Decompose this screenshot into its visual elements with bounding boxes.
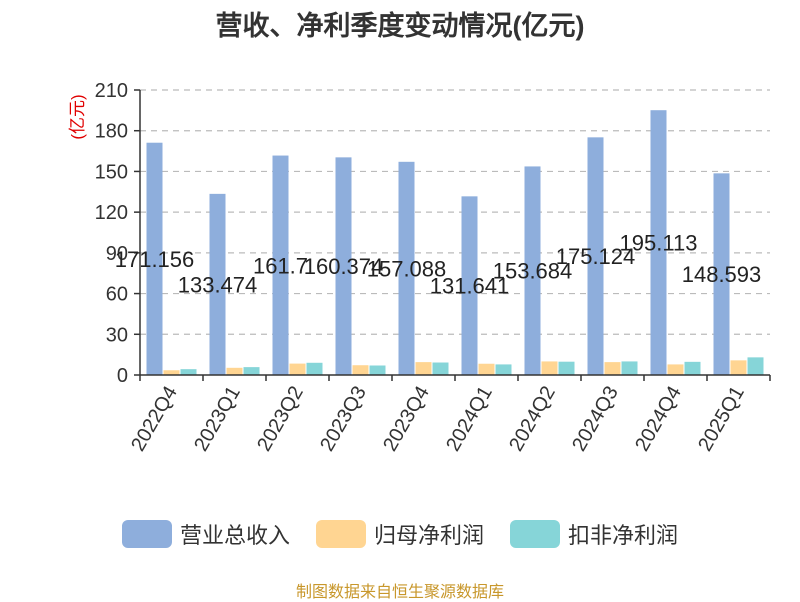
bar-1-2023Q1 (226, 367, 243, 375)
x-tick-label: 2024Q3 (568, 383, 623, 456)
data-label-revenue: 153.684 (493, 259, 573, 284)
bar-1-2024Q2 (541, 361, 558, 375)
bar-0-2024Q1 (461, 196, 478, 375)
bars-group (146, 110, 764, 375)
y-tick-label: 60 (106, 284, 128, 306)
value-labels: 171.156133.474161.7160.374157.088131.641… (115, 231, 762, 299)
x-tick-label: 2024Q1 (442, 383, 497, 456)
legend-label-deducted-profit: 扣非净利润 (568, 523, 679, 548)
bar-1-2023Q4 (415, 362, 432, 375)
bar-0-2025Q1 (713, 173, 730, 375)
data-label-revenue: 195.113 (620, 231, 698, 256)
y-tick-label: 0 (117, 365, 128, 387)
y-axis-label: (亿元) (68, 94, 87, 139)
x-tick-label: 2022Q4 (127, 383, 182, 456)
bar-0-2023Q3 (335, 157, 352, 375)
bar-0-2023Q2 (272, 155, 289, 375)
data-label-revenue: 160.374 (304, 254, 384, 279)
bar-2-2024Q4 (684, 361, 701, 375)
legend-swatch-net-profit (315, 520, 366, 548)
bar-0-2023Q1 (209, 193, 226, 375)
bar-2-2023Q1 (243, 367, 260, 375)
bar-2-2024Q2 (558, 361, 575, 375)
y-tick-label: 90 (106, 243, 128, 265)
y-tick-labels: 0 30 60 90 120 150 180 210 (95, 80, 140, 387)
x-tick-label: 2023Q1 (190, 383, 245, 456)
legend-item-net-profit[interactable]: 归母净利润 (315, 518, 484, 550)
legend-item-deducted-profit[interactable]: 扣非净利润 (510, 518, 678, 550)
data-label-revenue: 131.641 (430, 274, 510, 299)
legend: 营业总收入 归母净利润 扣非净利润 (0, 518, 800, 550)
bar-1-2025Q1 (730, 360, 747, 375)
source-note: 制图数据来自恒生聚源数据库 (295, 584, 504, 601)
data-label-revenue: 171.156 (115, 247, 195, 272)
x-tick-label: 2024Q4 (631, 383, 686, 456)
x-tick-label: 2023Q4 (379, 383, 434, 456)
bar-0-2024Q4 (650, 110, 667, 375)
legend-swatch-revenue (121, 520, 172, 548)
y-tick-label: 180 (95, 121, 128, 143)
bar-1-2024Q4 (667, 364, 684, 375)
legend-item-revenue[interactable]: 营业总收入 (121, 518, 290, 550)
bar-2-2022Q4 (180, 369, 197, 375)
axes (139, 90, 771, 381)
bar-2-2024Q3 (621, 361, 638, 375)
chart-title: 营收、净利季度变动情况(亿元) (215, 11, 585, 41)
bar-1-2024Q3 (604, 362, 621, 375)
bar-2-2025Q1 (747, 357, 764, 375)
bar-2-2023Q2 (306, 362, 323, 375)
legend-label-revenue: 营业总收入 (179, 523, 290, 548)
data-label-revenue: 157.088 (367, 256, 447, 281)
data-label-revenue: 133.474 (178, 272, 258, 297)
x-tick-label: 2025Q1 (694, 383, 749, 456)
bar-2-2023Q3 (369, 365, 386, 375)
legend-swatch-deducted-profit (510, 520, 560, 548)
bar-2-2024Q1 (495, 364, 512, 375)
bar-0-2023Q4 (398, 161, 415, 375)
y-tick-label: 120 (95, 202, 128, 224)
bar-1-2023Q3 (352, 365, 369, 375)
grid-lines (140, 89, 770, 335)
x-tick-labels: 2022Q4 2023Q1 2023Q2 2023Q3 2023Q4 2024Q1 2024… (127, 383, 749, 456)
legend-label-net-profit: 归母净利润 (373, 523, 484, 548)
x-tick-label: 2023Q3 (316, 383, 371, 456)
data-label-revenue: 161.7 (253, 253, 308, 278)
bar-2-2023Q4 (432, 362, 449, 375)
bar-1-2024Q1 (478, 363, 495, 375)
data-label-revenue: 175.124 (556, 244, 636, 269)
data-label-revenue: 148.593 (682, 262, 762, 287)
bar-1-2023Q2 (289, 363, 306, 375)
x-tick-label: 2023Q2 (253, 383, 308, 456)
bar-0-2022Q4 (146, 142, 163, 375)
bar-1-2022Q4 (163, 370, 180, 375)
y-tick-label: 30 (106, 324, 128, 346)
y-tick-label: 150 (95, 161, 128, 183)
y-tick-label: 210 (95, 80, 128, 102)
bar-0-2024Q3 (587, 137, 604, 375)
x-tick-label: 2024Q2 (505, 383, 560, 456)
bar-0-2024Q2 (524, 166, 541, 375)
